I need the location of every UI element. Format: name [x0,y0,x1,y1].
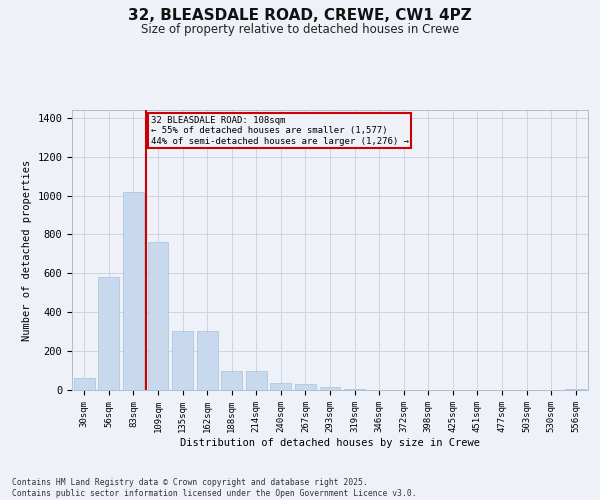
Bar [148,242,169,390]
X-axis label: Distribution of detached houses by size in Crewe: Distribution of detached houses by size … [180,438,480,448]
Text: Contains HM Land Registry data © Crown copyright and database right 2025.
Contai: Contains HM Land Registry data © Crown c… [12,478,416,498]
Text: 32 BLEASDALE ROAD: 108sqm
← 55% of detached houses are smaller (1,577)
44% of se: 32 BLEASDALE ROAD: 108sqm ← 55% of detac… [151,116,409,146]
Bar [246,370,267,390]
Bar [98,277,119,390]
Bar [172,330,193,390]
Bar [221,370,242,390]
Bar [344,389,365,390]
Bar [295,384,316,390]
Bar [123,192,144,390]
Text: 32, BLEASDALE ROAD, CREWE, CW1 4PZ: 32, BLEASDALE ROAD, CREWE, CW1 4PZ [128,8,472,22]
Bar [565,389,586,390]
Text: Size of property relative to detached houses in Crewe: Size of property relative to detached ho… [141,22,459,36]
Y-axis label: Number of detached properties: Number of detached properties [22,160,32,340]
Bar [74,378,95,390]
Bar [271,383,292,390]
Bar [320,387,340,390]
Bar [197,330,218,390]
